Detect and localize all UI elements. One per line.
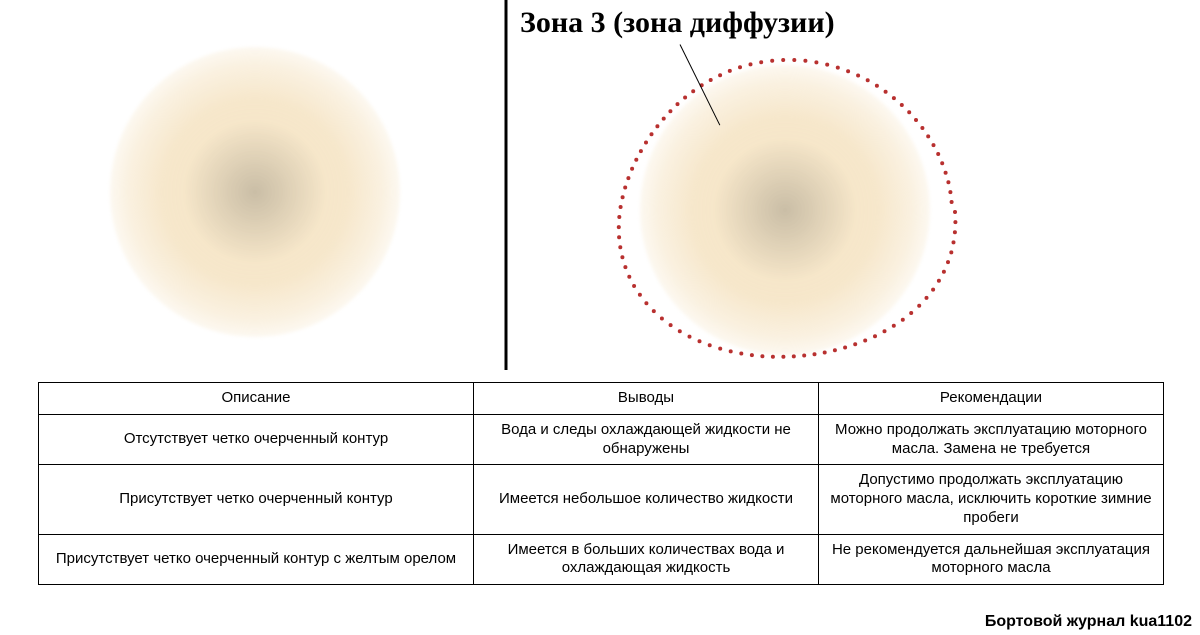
table-cell: Имеется в больших количествах вода и охл… — [474, 534, 819, 585]
table-cell: Присутствует четко очерченный контур — [39, 465, 474, 534]
figure-top-row: Зона 3 (зона диффузии) — [0, 0, 1200, 370]
table-cell: Вода и следы охлаждающей жидкости не обн… — [474, 414, 819, 465]
analysis-table: ОписаниеВыводыРекомендации Отсутствует ч… — [38, 382, 1164, 585]
footer-credit: Бортовой журнал kua1102 — [985, 613, 1192, 631]
oil-spot-left — [110, 47, 400, 337]
table-cell: Присутствует четко очерченный контур с ж… — [39, 534, 474, 585]
table-row: Присутствует четко очерченный контур с ж… — [39, 534, 1164, 585]
table-header-cell: Описание — [39, 383, 474, 415]
table-cell: Не рекомендуется дальнейшая эксплуатация… — [819, 534, 1164, 585]
table-body: Отсутствует четко очерченный контурВода … — [39, 414, 1164, 584]
right-panel — [600, 0, 1200, 370]
table-cell: Отсутствует четко очерченный контур — [39, 414, 474, 465]
table-cell: Можно продолжать эксплуатацию моторного … — [819, 414, 1164, 465]
table-header-cell: Выводы — [474, 383, 819, 415]
table-header-cell: Рекомендации — [819, 383, 1164, 415]
panel-divider — [505, 0, 508, 370]
diffusion-zone-outline — [600, 0, 1200, 370]
table-cell: Имеется небольшое количество жидкости — [474, 465, 819, 534]
table-cell: Допустимо продолжать эксплуатацию моторн… — [819, 465, 1164, 534]
table-row: Присутствует четко очерченный контурИмее… — [39, 465, 1164, 534]
left-panel — [0, 0, 600, 370]
table-header-row: ОписаниеВыводыРекомендации — [39, 383, 1164, 415]
zone-title: Зона 3 (зона диффузии) — [520, 6, 835, 40]
table-row: Отсутствует четко очерченный контурВода … — [39, 414, 1164, 465]
